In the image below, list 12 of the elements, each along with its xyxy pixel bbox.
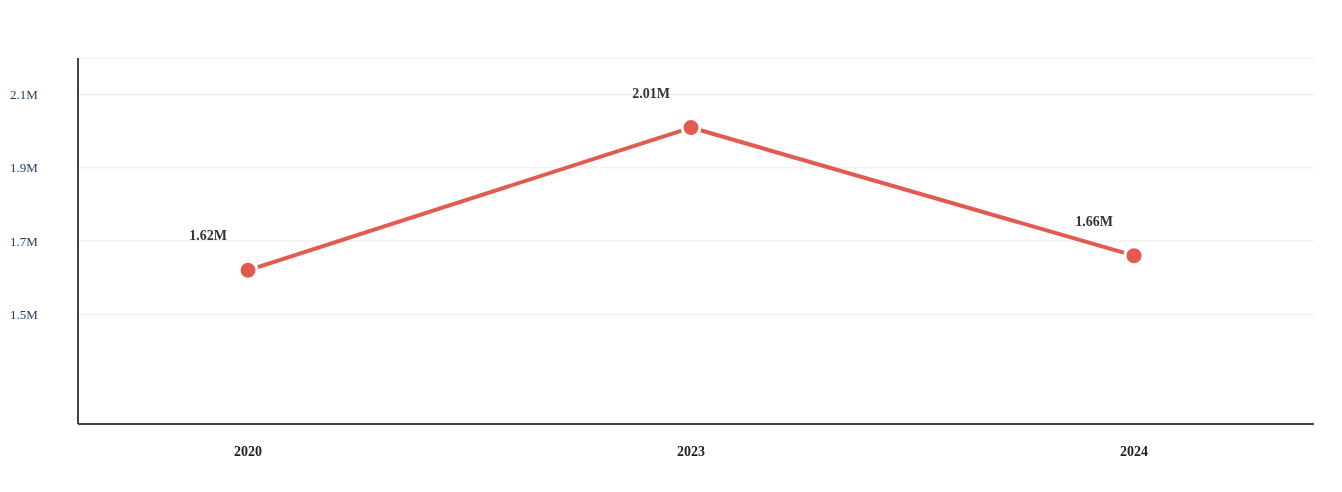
- y-tick-label: 1.7M: [10, 233, 39, 249]
- point: [237, 259, 259, 281]
- text: 1.62M: [189, 228, 227, 244]
- text: 2.01M: [632, 85, 670, 101]
- y-tick-label: 2.1M: [10, 87, 39, 103]
- x-tick-label: 2024: [1120, 443, 1148, 459]
- x-tick-label: 2020: [234, 443, 262, 459]
- x-tick-label: 2023: [677, 443, 705, 459]
- y-tick-label: 1.9M: [10, 160, 39, 176]
- y-tick-label: 1.5M: [10, 306, 39, 322]
- point: [1123, 245, 1145, 267]
- text: 1.66M: [1075, 213, 1113, 229]
